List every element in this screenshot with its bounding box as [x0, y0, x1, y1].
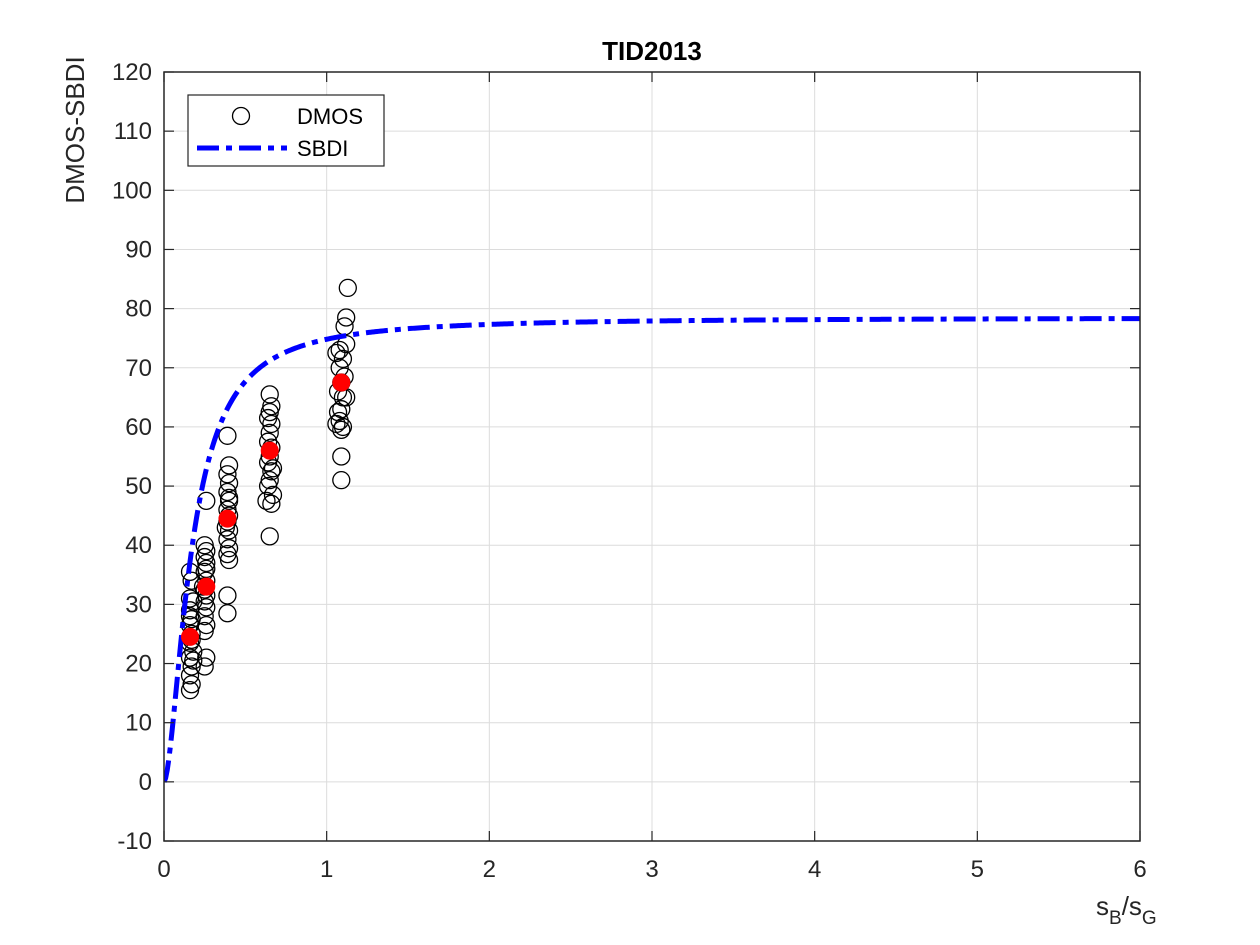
dmos-point	[197, 648, 216, 667]
x-tick-label: 5	[971, 856, 984, 883]
y-tick-label: 100	[112, 177, 152, 204]
dmos-point	[218, 586, 237, 605]
dmos-point	[332, 471, 351, 490]
mean-series	[181, 373, 351, 646]
x-label-sep: /s	[1122, 891, 1142, 921]
x-tick-label: 4	[808, 856, 821, 883]
mean-point	[218, 509, 237, 528]
dmos-point	[330, 340, 349, 360]
x-axis-label: sB/sG	[1096, 891, 1157, 929]
dmos-point	[195, 657, 214, 676]
dmos-point	[180, 607, 200, 626]
dmos-point	[260, 471, 279, 490]
legend-dmos-label: DMOS	[297, 104, 363, 129]
mean-point	[332, 373, 351, 392]
dmos-point	[263, 459, 283, 478]
y-tick-label: 50	[125, 473, 152, 500]
dmos-point	[338, 278, 357, 298]
plot-data	[164, 278, 1140, 783]
x-axis-ticks: 0 1 2 3 4 5 6	[157, 72, 1147, 883]
y-axis-ticks: -10 0 10 20 30 40 50 60 70 80 90 100 110 120	[112, 59, 1140, 855]
dmos-point	[263, 485, 283, 505]
y-tick-label: 10	[125, 710, 152, 737]
dmos-point	[219, 488, 239, 508]
grid	[164, 72, 1140, 841]
x-label-sub1: B	[1109, 908, 1122, 929]
y-tick-label: -10	[117, 828, 152, 855]
sbdi-curve	[164, 316, 1140, 783]
dmos-point	[332, 420, 351, 440]
y-tick-label: 90	[125, 236, 152, 263]
y-tick-label: 70	[125, 355, 152, 382]
x-tick-label: 6	[1133, 856, 1146, 883]
dmos-point	[219, 473, 239, 493]
dmos-point	[184, 651, 203, 670]
dmos-point	[332, 400, 351, 419]
dmos-point	[195, 607, 214, 626]
x-tick-label: 0	[157, 856, 170, 883]
dmos-point	[218, 530, 237, 549]
mean-point	[260, 441, 279, 460]
mean-point	[197, 577, 216, 596]
y-tick-label: 0	[139, 769, 152, 796]
x-label-base: s	[1096, 891, 1109, 921]
dmos-point	[219, 539, 239, 558]
legend-box	[187, 94, 385, 167]
dmos-point	[260, 385, 279, 404]
dmos-point	[257, 491, 276, 511]
legend-dmos-marker	[231, 106, 251, 126]
y-tick-label: 60	[125, 414, 152, 441]
y-axis-label: DMOS-SBDI	[60, 56, 90, 203]
dmos-point	[180, 666, 200, 685]
x-tick-label: 3	[645, 856, 658, 883]
dmos-point	[197, 615, 216, 635]
y-tick-label: 20	[125, 651, 152, 678]
chart-title: TID2013	[602, 36, 702, 66]
dmos-point	[218, 604, 237, 623]
dmos-point	[262, 462, 281, 481]
legend: DMOS SBDI	[187, 94, 385, 167]
mean-point	[181, 627, 200, 646]
dmos-point	[330, 411, 349, 431]
y-tick-label: 110	[114, 118, 152, 145]
y-tick-label: 30	[125, 591, 152, 618]
x-tick-label: 2	[483, 856, 496, 883]
dmos-point	[182, 675, 201, 694]
dmos-point	[197, 559, 216, 579]
x-tick-label: 1	[320, 856, 333, 883]
dmos-series	[180, 278, 357, 700]
dmos-point	[337, 308, 356, 327]
dmos-point	[218, 426, 237, 445]
dmos-point	[260, 423, 279, 442]
dmos-point	[219, 456, 239, 475]
dmos-point	[333, 349, 353, 369]
y-tick-label: 120	[112, 59, 152, 86]
dmos-point	[218, 465, 237, 484]
legend-sbdi-label: SBDI	[297, 136, 348, 161]
dmos-point	[260, 527, 279, 546]
dmos-point	[195, 536, 214, 555]
dmos-point	[262, 397, 281, 416]
dmos-point	[262, 494, 281, 513]
dmos-point	[332, 447, 351, 466]
y-tick-label: 80	[125, 296, 152, 323]
y-tick-label: 40	[125, 532, 152, 559]
x-label-sub2: G	[1142, 908, 1157, 929]
